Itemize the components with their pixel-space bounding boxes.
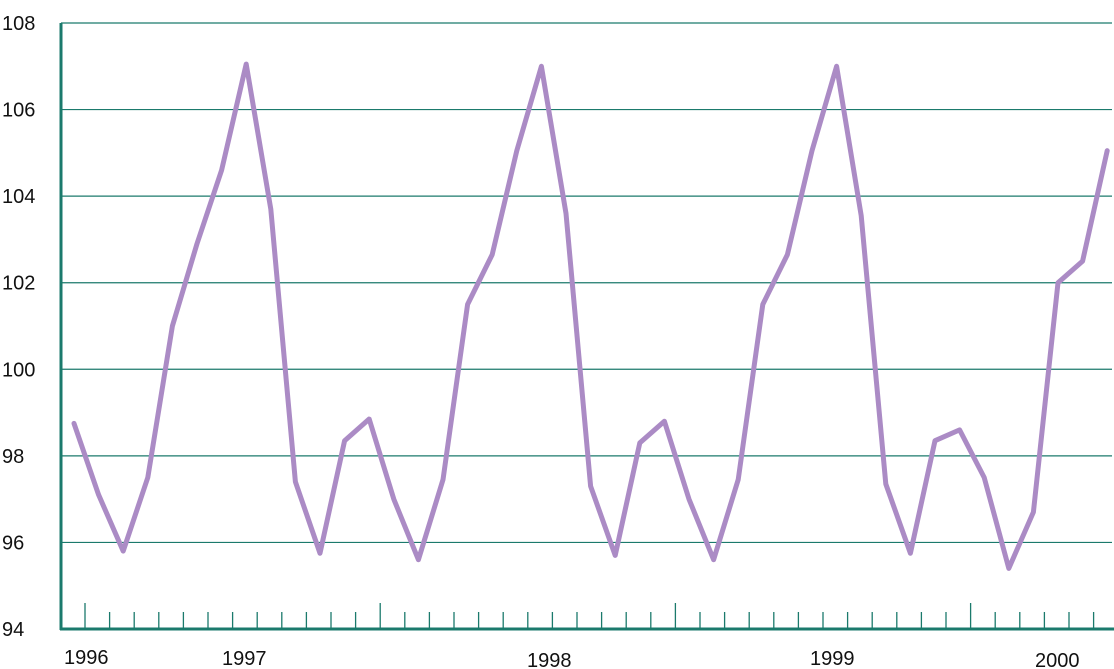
x-tick-label: 1996 bbox=[64, 647, 109, 669]
data-point bbox=[514, 148, 519, 153]
data-point bbox=[982, 475, 987, 480]
data-point bbox=[834, 64, 839, 69]
x-tick-label: 1999 bbox=[810, 648, 855, 669]
data-point bbox=[268, 207, 273, 212]
series-line bbox=[71, 61, 1110, 571]
data-point bbox=[711, 557, 716, 562]
data-point bbox=[1006, 566, 1011, 571]
data-point bbox=[637, 440, 642, 445]
data-point bbox=[342, 438, 347, 443]
x-tick-label: 1997 bbox=[222, 648, 267, 669]
data-point bbox=[859, 213, 864, 218]
data-point bbox=[318, 551, 323, 556]
x-axis-tick-labels: 1996 1997 1998 1999 2000 bbox=[64, 647, 1080, 669]
y-tick-label: 104 bbox=[2, 186, 35, 208]
x-tick-label: 2000 bbox=[1035, 650, 1080, 669]
y-tick-label: 108 bbox=[2, 13, 35, 35]
data-point bbox=[933, 438, 938, 443]
data-point bbox=[391, 497, 396, 502]
data-point bbox=[219, 168, 224, 173]
y-tick-label: 96 bbox=[2, 532, 24, 554]
data-point bbox=[1031, 510, 1036, 515]
y-tick-label: 102 bbox=[2, 273, 35, 295]
data-point bbox=[441, 477, 446, 482]
y-axis-tick-labels: 94 96 98 100 102 104 106 108 bbox=[2, 13, 35, 641]
data-point bbox=[145, 475, 150, 480]
data-point bbox=[367, 417, 372, 422]
y-tick-label: 106 bbox=[2, 100, 35, 122]
data-point bbox=[244, 62, 249, 67]
data-point bbox=[1105, 148, 1110, 153]
data-point bbox=[613, 553, 618, 558]
data-point bbox=[564, 211, 569, 216]
data-point bbox=[465, 302, 470, 307]
data-point bbox=[908, 551, 913, 556]
data-point bbox=[687, 497, 692, 502]
data-point bbox=[760, 302, 765, 307]
data-point bbox=[539, 64, 544, 69]
data-point bbox=[170, 324, 175, 329]
data-point bbox=[810, 148, 815, 153]
data-point bbox=[293, 479, 298, 484]
y-tick-label: 100 bbox=[2, 359, 35, 381]
data-point bbox=[1080, 259, 1085, 264]
data-point bbox=[490, 252, 495, 257]
data-point bbox=[1056, 280, 1061, 285]
data-point bbox=[195, 241, 200, 246]
data-point bbox=[588, 484, 593, 489]
data-point bbox=[785, 252, 790, 257]
data-point bbox=[96, 492, 101, 497]
data-point bbox=[662, 419, 667, 424]
data-point bbox=[416, 557, 421, 562]
data-point bbox=[883, 481, 888, 486]
data-point bbox=[72, 421, 77, 426]
data-point bbox=[736, 477, 741, 482]
data-point bbox=[957, 427, 962, 432]
y-tick-label: 94 bbox=[2, 619, 24, 641]
data-point bbox=[121, 549, 126, 554]
x-axis-ticks bbox=[84, 603, 1095, 629]
x-tick-label: 1998 bbox=[527, 650, 572, 669]
y-tick-label: 98 bbox=[2, 446, 24, 468]
